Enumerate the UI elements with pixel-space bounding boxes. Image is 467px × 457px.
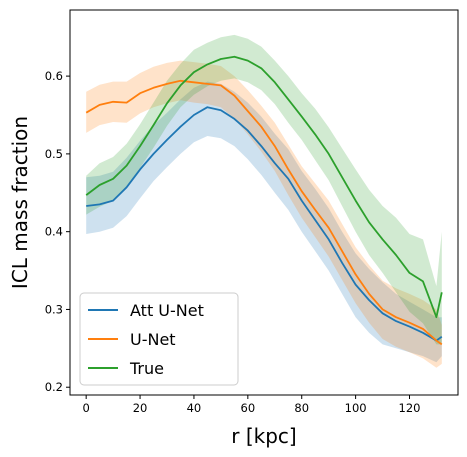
true-line [85, 55, 443, 319]
x-axis-ticks: 0 20 40 60 80 100 120 [83, 395, 421, 415]
att-u-net-band [86, 81, 442, 363]
x-tick-label: 120 [399, 401, 421, 415]
x-tick-label: 0 [83, 401, 90, 415]
att-u-net-line [86, 106, 443, 342]
y-tick-label: 0.3 [45, 302, 63, 316]
legend-entry-label: U-Net [130, 330, 176, 349]
x-axis-label: r [kpc] [231, 424, 296, 448]
y-axis-label: ICL mass fraction [8, 116, 32, 289]
x-tick-label: 20 [133, 401, 148, 415]
plot-frame [69, 9, 459, 396]
x-tick-label: 100 [345, 401, 367, 415]
x-tick-label: 60 [241, 401, 256, 415]
x-tick-label: 80 [294, 401, 309, 415]
series-lines [85, 55, 443, 346]
legend-entry-label: Att U-Net [130, 301, 204, 320]
uncertainty-bands [86, 34, 442, 368]
u-net-band [86, 60, 442, 368]
y-tick-label: 0.5 [45, 147, 63, 161]
y-tick-label: 0.4 [45, 225, 63, 239]
y-tick-label: 0.6 [45, 69, 63, 83]
x-tick-label: 40 [187, 401, 202, 415]
legend-box [79, 292, 239, 386]
legend: Att U-Net U-Net True [79, 292, 239, 386]
u-net-line [85, 79, 443, 346]
y-axis-ticks: 0.2 0.3 0.4 0.5 0.6 [45, 69, 70, 394]
true-band [86, 34, 442, 345]
legend-entry-label: True [129, 359, 164, 378]
y-tick-label: 0.2 [45, 380, 63, 394]
